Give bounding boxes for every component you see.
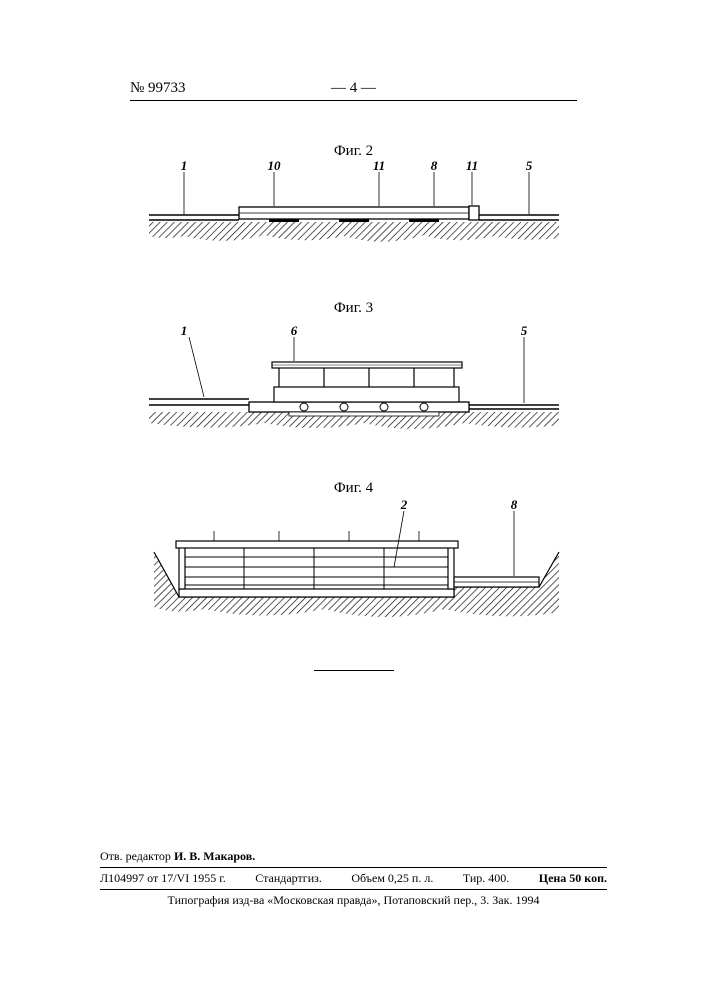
publisher: Стандартгиз. [255, 871, 322, 886]
page-number: — 4 — [331, 80, 376, 97]
imprint-code: Л104997 от 17/VI 1955 г. [100, 871, 226, 886]
ref-1: 1 [180, 160, 187, 173]
ref-5: 5 [525, 160, 532, 173]
figure-2: 1 10 11 8 11 5 [144, 160, 564, 275]
figure-4-label: Фиг. 4 [334, 480, 373, 497]
ref-8: 8 [430, 160, 437, 173]
ref-5: 5 [520, 323, 527, 338]
imprint-row: Л104997 от 17/VI 1955 г. Стандартгиз. Об… [100, 871, 607, 886]
ref-11b: 11 [465, 160, 477, 173]
footer-rule-2 [100, 889, 607, 890]
editor-name: И. В. Макаров. [174, 849, 255, 863]
editor-label: Отв. редактор [100, 849, 171, 863]
footer-rule-1 [100, 867, 607, 868]
patent-page: № 99733 — 4 — Фиг. 2 [0, 0, 707, 1000]
ref-1: 1 [180, 323, 187, 338]
ref-2: 2 [399, 497, 407, 512]
ref-8: 8 [510, 497, 517, 512]
tirage: Тир. 400. [463, 871, 509, 886]
editor-line: Отв. редактор И. В. Макаров. [100, 849, 607, 864]
mid-rule [314, 670, 394, 671]
figure-3: 1 6 5 [144, 317, 564, 452]
page-footer: Отв. редактор И. В. Макаров. Л104997 от … [100, 847, 607, 910]
price: Цена 50 коп. [539, 871, 607, 885]
ref-6: 6 [290, 323, 297, 338]
figure-4: 2 8 [144, 497, 564, 652]
figure-3-label: Фиг. 3 [334, 300, 373, 317]
header-rule [130, 100, 577, 101]
document-number: № 99733 [130, 80, 186, 97]
volume: Объем 0,25 п. л. [351, 871, 433, 886]
ref-10: 10 [267, 160, 281, 173]
typography-line: Типография изд-ва «Московская правда», П… [100, 893, 607, 908]
figure-2-label: Фиг. 2 [334, 143, 373, 160]
ref-11a: 11 [372, 160, 384, 173]
